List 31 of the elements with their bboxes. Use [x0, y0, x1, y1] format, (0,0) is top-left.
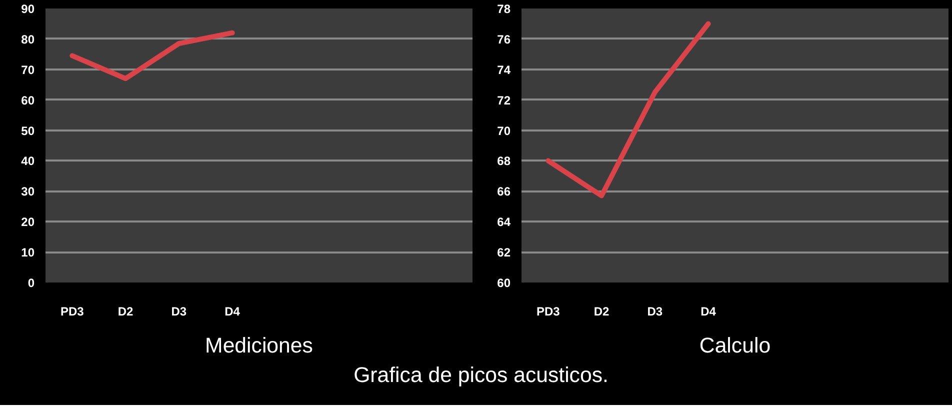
- x-axis-title: Calculo: [699, 334, 771, 358]
- y-tick-label: 60: [497, 276, 511, 290]
- x-tick-label: D4: [224, 304, 240, 318]
- x-axis-title: Mediciones: [205, 334, 313, 358]
- x-tick-label: PD3: [60, 304, 84, 318]
- y-tick-label: 90: [21, 2, 35, 16]
- y-tick-label: 70: [497, 124, 511, 138]
- y-tick-label: 30: [21, 184, 35, 199]
- y-tick-label: 40: [21, 154, 35, 168]
- y-tick-label: 10: [21, 246, 35, 260]
- y-tick-label: 72: [497, 93, 511, 108]
- y-tick-label: 50: [21, 124, 35, 138]
- x-tick-label: D3: [647, 304, 663, 318]
- text: Grafica de picos acusticos.: [354, 362, 608, 389]
- y-tick-label: 66: [497, 184, 511, 199]
- y-tick-label: 68: [497, 154, 511, 168]
- y-tick-label: 64: [497, 215, 511, 230]
- y-tick-label: 78: [497, 2, 511, 16]
- y-tick-label: 74: [497, 62, 511, 77]
- x-tick-label: PD3: [536, 304, 560, 318]
- x-tick-label: D2: [594, 304, 610, 318]
- y-tick-label: 80: [21, 32, 35, 46]
- y-tick-label: 0: [28, 276, 35, 290]
- y-tick-label: 70: [21, 62, 35, 77]
- x-tick-label: D2: [118, 304, 134, 318]
- y-tick-label: 62: [497, 246, 511, 260]
- y-tick-label: 60: [21, 93, 35, 108]
- y-tick-label: 20: [21, 215, 35, 230]
- x-tick-label: D4: [700, 304, 716, 318]
- x-tick-label: D3: [171, 304, 187, 318]
- y-tick-label: 76: [497, 32, 511, 46]
